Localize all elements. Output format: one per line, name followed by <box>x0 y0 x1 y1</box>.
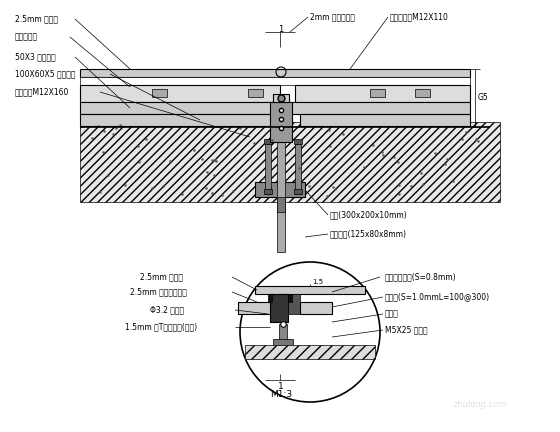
Text: 2.5mm 铝单板: 2.5mm 铝单板 <box>15 15 58 23</box>
Bar <box>264 189 272 194</box>
Text: 2mm 耐候密封胶: 2mm 耐候密封胶 <box>310 13 355 22</box>
Bar <box>295 144 301 194</box>
Bar <box>273 94 289 102</box>
Text: 1.5: 1.5 <box>312 279 323 285</box>
Bar <box>255 286 365 294</box>
Bar <box>80 102 470 114</box>
Bar <box>80 114 285 126</box>
Text: 2.5mm 铝单板: 2.5mm 铝单板 <box>140 273 183 282</box>
Text: G5: G5 <box>478 93 489 102</box>
Text: 泡沫条密封胶(S=0.8mm): 泡沫条密封胶(S=0.8mm) <box>385 273 456 282</box>
Bar <box>238 302 270 314</box>
Text: 1: 1 <box>278 382 284 391</box>
Text: 50X3 铝件铝槽: 50X3 铝件铝槽 <box>15 53 56 61</box>
Text: 螺丝孔: 螺丝孔 <box>385 309 399 318</box>
Text: M5X25 铝螺栓: M5X25 铝螺栓 <box>385 325 428 334</box>
Bar <box>270 294 288 322</box>
Text: 密封条(S=1.0mmL=100@300): 密封条(S=1.0mmL=100@300) <box>385 292 490 302</box>
Bar <box>277 127 285 252</box>
Text: 1.5mm 氟T碳漆铝件(铝板): 1.5mm 氟T碳漆铝件(铝板) <box>125 323 197 331</box>
Bar <box>273 339 293 347</box>
Text: 铝板龙骨层: 铝板龙骨层 <box>15 32 38 41</box>
Bar <box>80 77 470 85</box>
Text: 镀锌角板(125x80x8mm): 镀锌角板(125x80x8mm) <box>330 229 407 238</box>
Bar <box>300 302 332 314</box>
Text: 化学螺栓M12X160: 化学螺栓M12X160 <box>15 88 69 96</box>
Bar <box>268 294 272 302</box>
Bar <box>80 69 470 77</box>
Bar <box>80 122 500 202</box>
Bar <box>279 324 287 342</box>
Bar <box>270 102 292 142</box>
Bar <box>80 85 280 102</box>
Text: 100X60X5 铝件铝槽: 100X60X5 铝件铝槽 <box>15 70 76 79</box>
Bar <box>272 124 290 132</box>
Bar <box>264 139 272 144</box>
Text: zhulong.com: zhulong.com <box>453 400 507 409</box>
Bar <box>152 89 167 97</box>
Bar <box>248 89 263 97</box>
Circle shape <box>240 262 380 402</box>
Text: 不锈钢螺栓M12X110: 不锈钢螺栓M12X110 <box>390 13 449 22</box>
Bar <box>245 345 375 359</box>
Bar <box>255 182 305 197</box>
Bar <box>300 114 470 126</box>
Text: Φ3.2 拉铆钉: Φ3.2 拉铆钉 <box>150 305 184 314</box>
Bar <box>277 197 285 212</box>
Text: 1: 1 <box>278 25 283 34</box>
Text: 2.5mm 铝单板收口件: 2.5mm 铝单板收口件 <box>130 288 187 296</box>
Bar <box>265 144 271 194</box>
Bar <box>288 294 292 302</box>
Bar <box>370 89 385 97</box>
Bar <box>415 89 430 97</box>
Bar <box>288 294 300 314</box>
Bar <box>294 139 302 144</box>
Text: M1:3: M1:3 <box>270 390 292 399</box>
Text: 钢板(300x200x10mm): 钢板(300x200x10mm) <box>330 210 408 219</box>
Bar <box>295 85 470 102</box>
Bar <box>294 189 302 194</box>
